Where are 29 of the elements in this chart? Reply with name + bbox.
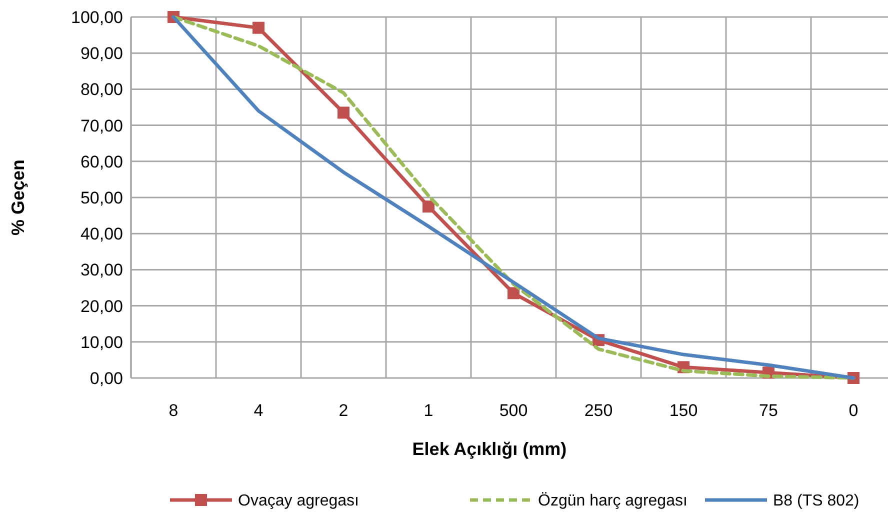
- legend-label: Özgün harç agregası: [538, 492, 688, 510]
- x-tick-label: 75: [759, 401, 778, 420]
- y-tick-label: 40,00: [80, 224, 123, 244]
- y-tick-label: 100,00: [71, 8, 123, 27]
- y-tick-label: 0,00: [90, 368, 123, 388]
- point: [508, 287, 520, 300]
- x-tick-label: 4: [254, 401, 264, 420]
- x-tick-label: 250: [584, 401, 613, 420]
- point: [422, 200, 434, 213]
- x-tick-label: 150: [669, 401, 698, 420]
- x-tick-label: 0: [848, 401, 858, 420]
- x-tick-label: 8: [168, 401, 178, 420]
- y-axis-title: % Geçen: [8, 159, 28, 236]
- x-tick-label: 2: [338, 401, 348, 420]
- point: [252, 22, 264, 34]
- y-tick-label: 30,00: [80, 260, 123, 280]
- legend-label: B8 (TS 802): [773, 492, 860, 510]
- x-axis-title: Elek Açıklığı (mm): [412, 439, 567, 459]
- y-tick-label: 10,00: [80, 332, 123, 352]
- y-tick-label: 60,00: [80, 152, 123, 172]
- y-tick-label: 70,00: [80, 116, 123, 136]
- legend-label: Ovaçay agregası: [238, 492, 359, 510]
- point: [338, 106, 350, 119]
- x-tick-label: 500: [499, 401, 528, 420]
- y-tick-label: 90,00: [80, 44, 123, 64]
- y-tick-label: 80,00: [80, 80, 123, 100]
- y-tick-label: 50,00: [80, 188, 123, 208]
- y-tick-label: 20,00: [80, 296, 123, 316]
- x-tick-label: 1: [424, 401, 434, 420]
